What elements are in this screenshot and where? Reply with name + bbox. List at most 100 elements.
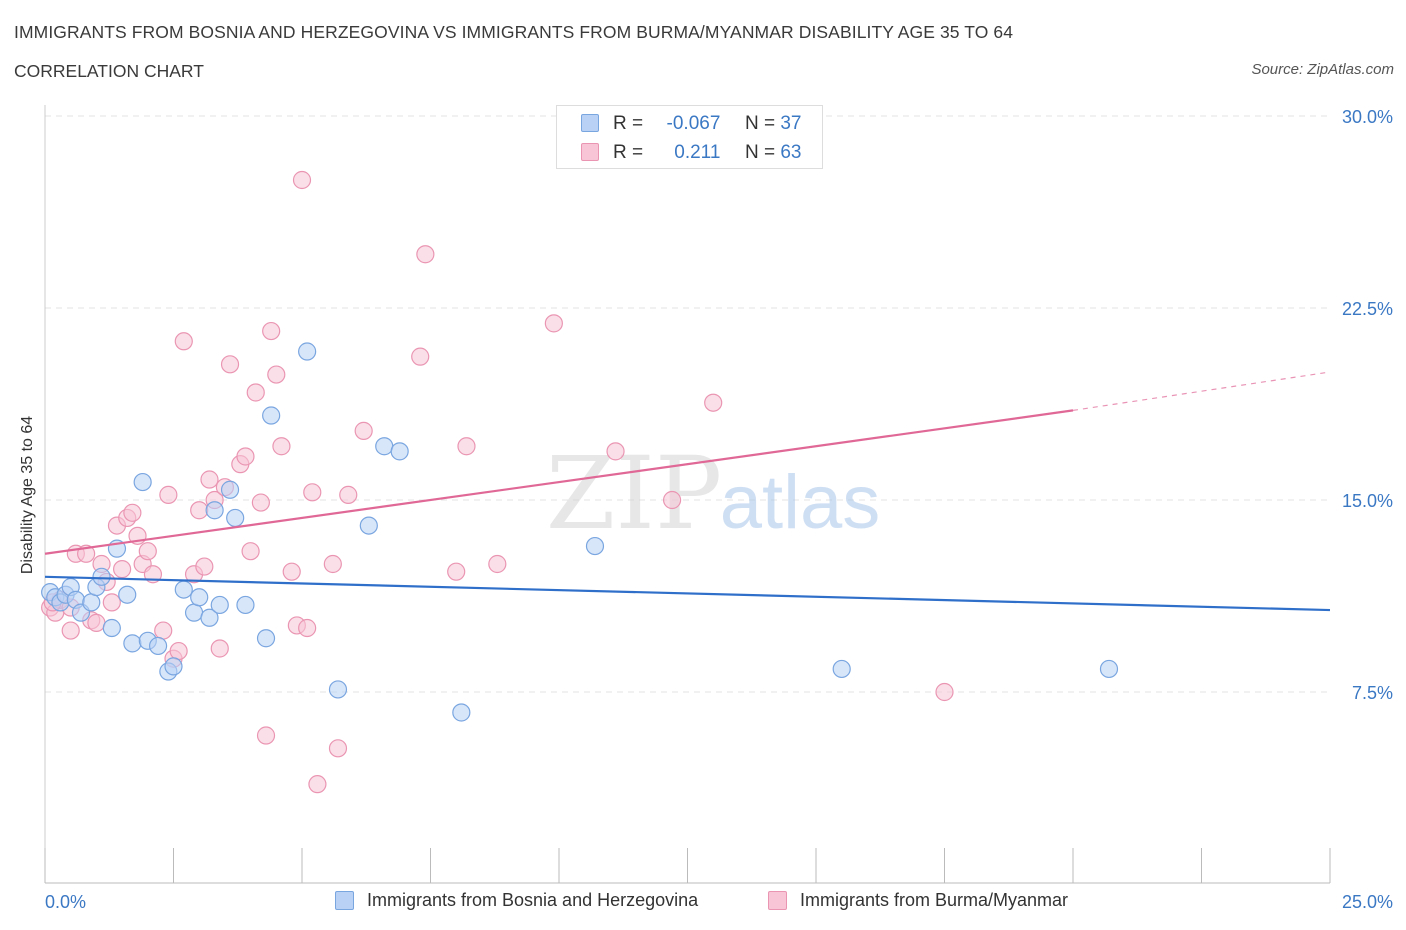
y-axis-label: Disability Age 35 to 64 [19, 415, 36, 575]
r-label: R = [613, 113, 644, 134]
point-burma [935, 682, 954, 702]
point-bosnia [390, 442, 409, 461]
point-bosnia [328, 680, 348, 699]
point-bosnia [123, 634, 142, 653]
point-burma [298, 618, 317, 638]
point-bosnia [1099, 659, 1119, 679]
trendline-burma-extension [1072, 371, 1331, 411]
bottom-legend-swatch-burma [768, 891, 787, 910]
chart-subtitle: CORRELATION CHART [14, 61, 204, 81]
point-burma [246, 383, 265, 402]
watermark-zip: ZIP [546, 435, 722, 552]
point-bosnia [220, 480, 240, 499]
stats-legend: R = -0.067 N = 37 R = 0.211 N = 63 [556, 105, 823, 169]
point-bosnia [184, 603, 204, 622]
point-bosnia [210, 595, 229, 615]
point-bosnia [585, 536, 605, 556]
bottom-legend-label-bosnia: Immigrants from Bosnia and Herzegovina [367, 890, 699, 910]
point-burma [241, 542, 260, 561]
point-burma [267, 365, 286, 384]
n-value-bosnia: 37 [780, 113, 802, 134]
point-bosnia [118, 585, 137, 604]
point-burma [195, 557, 214, 576]
point-burma [190, 501, 209, 520]
point-bosnia [148, 636, 168, 656]
point-burma [323, 554, 342, 574]
point-bosnia [359, 516, 378, 535]
point-burma [282, 562, 301, 581]
watermark: ZIP atlas [546, 435, 880, 552]
point-bosnia [82, 593, 101, 612]
n-value-burma: 63 [780, 142, 802, 163]
point-bosnia [298, 342, 317, 361]
point-burma [488, 554, 507, 574]
r-label: R = [613, 142, 644, 163]
legend-stats-burma: R = 0.211 N = 63 [613, 142, 801, 164]
point-bosnia [133, 472, 152, 492]
point-burma [704, 393, 723, 412]
x-tick-label: 25.0% [1342, 892, 1393, 912]
trendline-burma [44, 409, 1074, 555]
point-burma [169, 641, 188, 661]
y-tick-label: 7.5% [1352, 683, 1393, 703]
point-burma [200, 470, 219, 489]
point-bosnia [102, 618, 121, 638]
point-burma [606, 442, 625, 461]
point-burma [457, 437, 476, 456]
point-bosnia [452, 703, 471, 722]
point-bosnia [226, 508, 245, 528]
r-value-burma: 0.211 [674, 142, 721, 163]
trendline-bosnia [44, 575, 1331, 612]
point-burma [87, 613, 106, 632]
point-bosnia [832, 659, 851, 679]
point-bosnia [164, 657, 183, 676]
bottom-legend-label-burma: Immigrants from Burma/Myanmar [800, 890, 1069, 910]
point-burma [102, 593, 121, 612]
point-burma [236, 447, 255, 466]
point-burma [256, 726, 276, 745]
point-burma [416, 245, 435, 264]
point-burma [123, 503, 142, 522]
point-burma [303, 483, 322, 502]
point-burma [411, 347, 430, 366]
legend-swatch-burma [581, 143, 599, 161]
point-burma [159, 485, 178, 504]
point-burma [154, 621, 173, 640]
point-burma [354, 421, 373, 440]
legend-swatch-bosnia [581, 114, 599, 132]
bottom-legend-swatch-bosnia [335, 891, 354, 910]
chart-title: IMMIGRANTS FROM BOSNIA AND HERZEGOVINA V… [14, 22, 1014, 42]
y-tick-label: 30.0% [1342, 107, 1393, 127]
n-label: N = [744, 142, 776, 163]
trend-layer [44, 371, 1331, 612]
r-value-bosnia: -0.067 [666, 113, 721, 134]
point-burma [61, 621, 80, 640]
point-burma [308, 775, 327, 794]
legend-stats-bosnia: R = -0.067 N = 37 [613, 113, 801, 135]
point-burma [112, 560, 132, 579]
points-layer [41, 170, 1119, 794]
point-burma [339, 485, 358, 504]
tick-label-layer: 7.5% 15.0% 22.5% 30.0% 0.0% 25.0% [45, 107, 1393, 912]
point-bosnia [375, 437, 394, 456]
point-bosnia [262, 406, 281, 425]
n-label: N = [744, 113, 776, 134]
point-burma [251, 493, 270, 512]
point-burma [447, 562, 466, 581]
point-burma [328, 739, 348, 758]
x-tick-label: 0.0% [45, 892, 86, 912]
point-burma [220, 355, 240, 374]
point-bosnia [256, 629, 276, 648]
point-burma [210, 639, 229, 658]
point-bosnia [205, 501, 224, 520]
axis-layer [44, 105, 1331, 884]
point-bosnia [92, 567, 111, 586]
y-tick-label: 15.0% [1342, 491, 1393, 511]
point-bosnia [236, 595, 255, 615]
point-burma [292, 170, 312, 190]
point-burma [262, 321, 281, 341]
point-burma [272, 437, 291, 456]
point-burma [174, 332, 193, 351]
point-bosnia [174, 580, 193, 599]
